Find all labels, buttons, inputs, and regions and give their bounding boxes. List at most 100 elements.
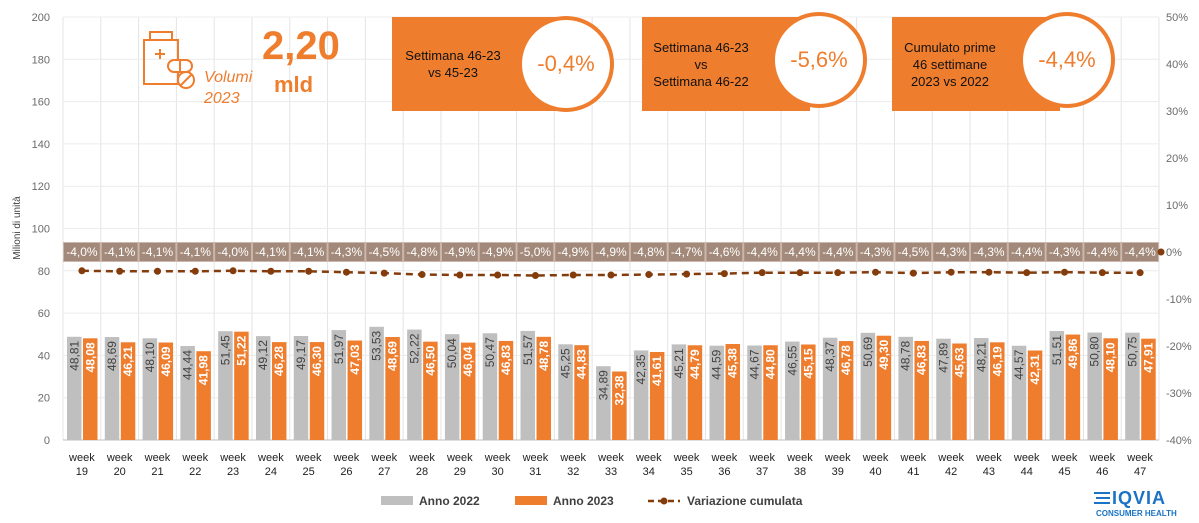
bar-2022	[671, 344, 687, 440]
bar-2023-label: 46,83	[499, 345, 513, 375]
y2-tick-label: -30%	[1166, 388, 1192, 400]
x-tick-label: 34	[643, 466, 655, 478]
bar-2022	[407, 329, 422, 440]
x-tick-label: 38	[794, 466, 806, 478]
cumulative-point	[305, 267, 313, 275]
x-tick-label: week	[597, 452, 624, 464]
y2-tick-label: -40%	[1166, 435, 1192, 447]
cumulative-label: -4,0%	[217, 245, 249, 259]
x-tick-label: 36	[718, 466, 730, 478]
bar-2022	[709, 345, 724, 440]
cumulative-point	[758, 269, 766, 277]
cumulative-point	[645, 271, 653, 279]
bar-2023	[196, 351, 211, 440]
y2-tick-label: -10%	[1166, 294, 1192, 306]
x-tick-label: 25	[303, 466, 315, 478]
bar-2023-label: 51,22	[234, 335, 248, 365]
y2-tick-label: 20%	[1166, 153, 1188, 165]
cumulative-label: -4,8%	[406, 245, 438, 259]
bar-2023	[1103, 338, 1118, 440]
cumulative-label: -4,7%	[671, 245, 703, 259]
medicine-icon	[138, 30, 200, 90]
kpi-label: Settimana 46-23	[653, 39, 749, 55]
bar-2022-label: 48,37	[823, 341, 837, 371]
x-tick-label: 32	[567, 466, 579, 478]
x-tick-label: week	[1088, 452, 1115, 464]
x-tick-label: 35	[680, 466, 692, 478]
x-tick-label: 43	[983, 466, 995, 478]
cumulative-label-bg	[1008, 243, 1045, 261]
bar-2022-label: 51,51	[1050, 335, 1064, 365]
bar-2023	[687, 345, 703, 440]
bar-2023	[423, 341, 438, 440]
cumulative-label-bg	[1046, 243, 1083, 261]
bar-2023	[574, 345, 589, 440]
x-tick-label: 42	[945, 466, 957, 478]
volumi-label-2: 2023	[204, 90, 240, 107]
bar-2023-label: 46,04	[461, 346, 475, 376]
cumulative-end-point	[1157, 248, 1165, 256]
bar-2022-label: 50,75	[1125, 336, 1139, 366]
cumulative-point	[872, 268, 880, 276]
bar-2023	[725, 344, 740, 440]
x-tick-label: 20	[114, 466, 126, 478]
bar-2022	[633, 350, 649, 440]
bar-2023-label: 45,15	[801, 348, 815, 378]
y2-tick-label: 10%	[1166, 200, 1188, 212]
bar-2023	[347, 340, 363, 440]
x-tick-label: 39	[832, 466, 844, 478]
bar-2023	[838, 341, 854, 440]
bar-2022-label: 44,57	[1012, 349, 1026, 379]
x-tick-label: 28	[416, 466, 428, 478]
x-tick-label: week	[181, 452, 208, 464]
bar-2022-label: 44,67	[748, 349, 762, 379]
x-tick-label: 37	[756, 466, 768, 478]
kpi-label: vs 45-23	[428, 65, 478, 80]
bar-2023-label: 46,19	[990, 346, 1004, 376]
bar-2023	[612, 371, 627, 440]
cumulative-point	[191, 267, 199, 275]
legend-swatch-2023	[515, 496, 547, 505]
bar-2022	[1049, 331, 1065, 440]
bar-2023-label: 32,38	[612, 375, 626, 405]
bar-2023	[385, 337, 400, 440]
x-tick-label: week	[559, 452, 586, 464]
bar-2022	[1011, 345, 1027, 440]
x-tick-label: week	[333, 452, 360, 464]
cumulative-label: -4,3%	[331, 245, 363, 259]
kpi-label: Settimana 46-23	[405, 48, 501, 63]
cumulative-label: -4,4%	[1011, 245, 1043, 259]
bar-2023	[120, 342, 136, 440]
legend-label-cumulative: Variazione cumulata	[687, 494, 803, 508]
cumulative-point	[834, 269, 842, 277]
bar-2022-label: 52,22	[407, 333, 421, 363]
bar-2022	[520, 330, 536, 440]
cumulative-label-bg	[933, 243, 970, 261]
y-tick-label: 200	[32, 12, 50, 24]
bar-2023	[914, 340, 929, 440]
cumulative-label-bg	[857, 243, 894, 261]
bar-2022-label: 45,21	[672, 348, 686, 378]
cumulative-label-bg	[101, 243, 138, 261]
bar-2023-label: 45,38	[726, 348, 740, 378]
x-tick-label: week	[370, 452, 397, 464]
kpi-label: 2023 vs 2022	[910, 73, 990, 89]
y-tick-label: 120	[32, 181, 50, 193]
x-tick-label: week	[824, 452, 851, 464]
bar-2022	[785, 341, 800, 440]
bar-2023	[234, 331, 249, 440]
x-tick-label: week	[484, 452, 511, 464]
cumulative-label-bg	[555, 243, 592, 261]
bar-2022	[293, 336, 309, 440]
y-tick-label: 80	[38, 266, 50, 278]
cumulative-label-bg	[895, 243, 932, 261]
bar-2022	[255, 336, 271, 440]
cumulative-label: -4,4%	[1087, 245, 1119, 259]
cumulative-point	[531, 272, 539, 279]
cumulative-label: -4,4%	[1124, 245, 1156, 259]
cumulative-label: -4,3%	[860, 245, 892, 259]
cumulative-point	[342, 268, 350, 276]
bar-2022-label: 45,25	[559, 348, 573, 378]
bar-2023	[309, 342, 325, 440]
cumulative-point	[909, 269, 917, 277]
